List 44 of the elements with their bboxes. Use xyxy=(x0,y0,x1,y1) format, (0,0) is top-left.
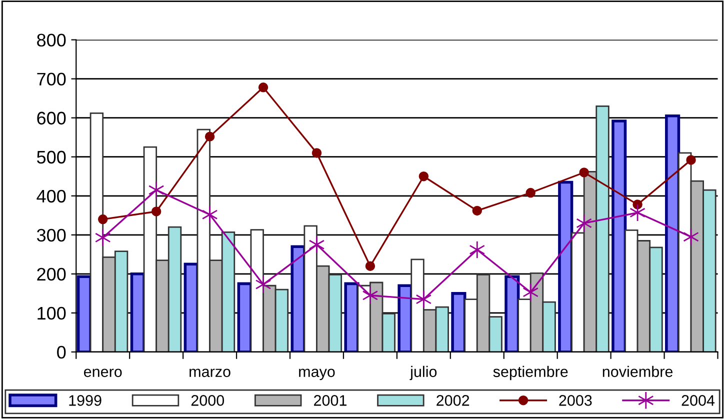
legend-label: 2002 xyxy=(436,395,470,406)
legend-label: 2000 xyxy=(191,395,224,406)
y-tick-label: 500 xyxy=(37,150,66,164)
point xyxy=(151,206,162,216)
point xyxy=(255,275,272,294)
x-tick-label: noviembre xyxy=(602,366,673,378)
legend-label: 2001 xyxy=(314,395,346,406)
point xyxy=(148,181,164,200)
point xyxy=(362,286,378,304)
legend-label: 1999 xyxy=(69,395,102,406)
point xyxy=(204,132,215,142)
y-tick-label: 0 xyxy=(57,346,66,359)
point xyxy=(98,214,108,224)
point xyxy=(526,188,536,198)
point xyxy=(308,236,325,254)
x-tick-label: mayo xyxy=(299,368,335,380)
point xyxy=(418,172,429,182)
y-tick-label: 400 xyxy=(36,190,66,203)
x-tick-label: septiembre xyxy=(493,366,568,380)
legend-label: 2004 xyxy=(682,395,715,406)
point xyxy=(632,200,642,210)
point xyxy=(365,261,376,271)
point xyxy=(94,228,111,247)
point xyxy=(579,168,589,178)
point xyxy=(686,155,696,165)
x-tick-label: enero xyxy=(84,368,122,378)
y-tick-label: 100 xyxy=(38,306,66,320)
point xyxy=(472,206,482,216)
y-tick-label: 200 xyxy=(37,268,66,281)
y-tick-label: 700 xyxy=(37,72,66,86)
point xyxy=(416,290,432,308)
point xyxy=(258,82,268,92)
y-tick-label: 300 xyxy=(36,228,66,242)
point xyxy=(576,214,592,232)
bar xyxy=(612,120,627,352)
x-tick-label: julio xyxy=(410,366,437,380)
y-tick-label: 600 xyxy=(37,112,66,125)
point xyxy=(312,148,322,158)
point xyxy=(202,206,218,224)
point xyxy=(522,283,539,302)
legend-label: 2003 xyxy=(559,395,592,406)
x-tick-label: marzo xyxy=(190,368,230,378)
point xyxy=(469,240,486,259)
y-tick-label: 800 xyxy=(37,34,66,47)
